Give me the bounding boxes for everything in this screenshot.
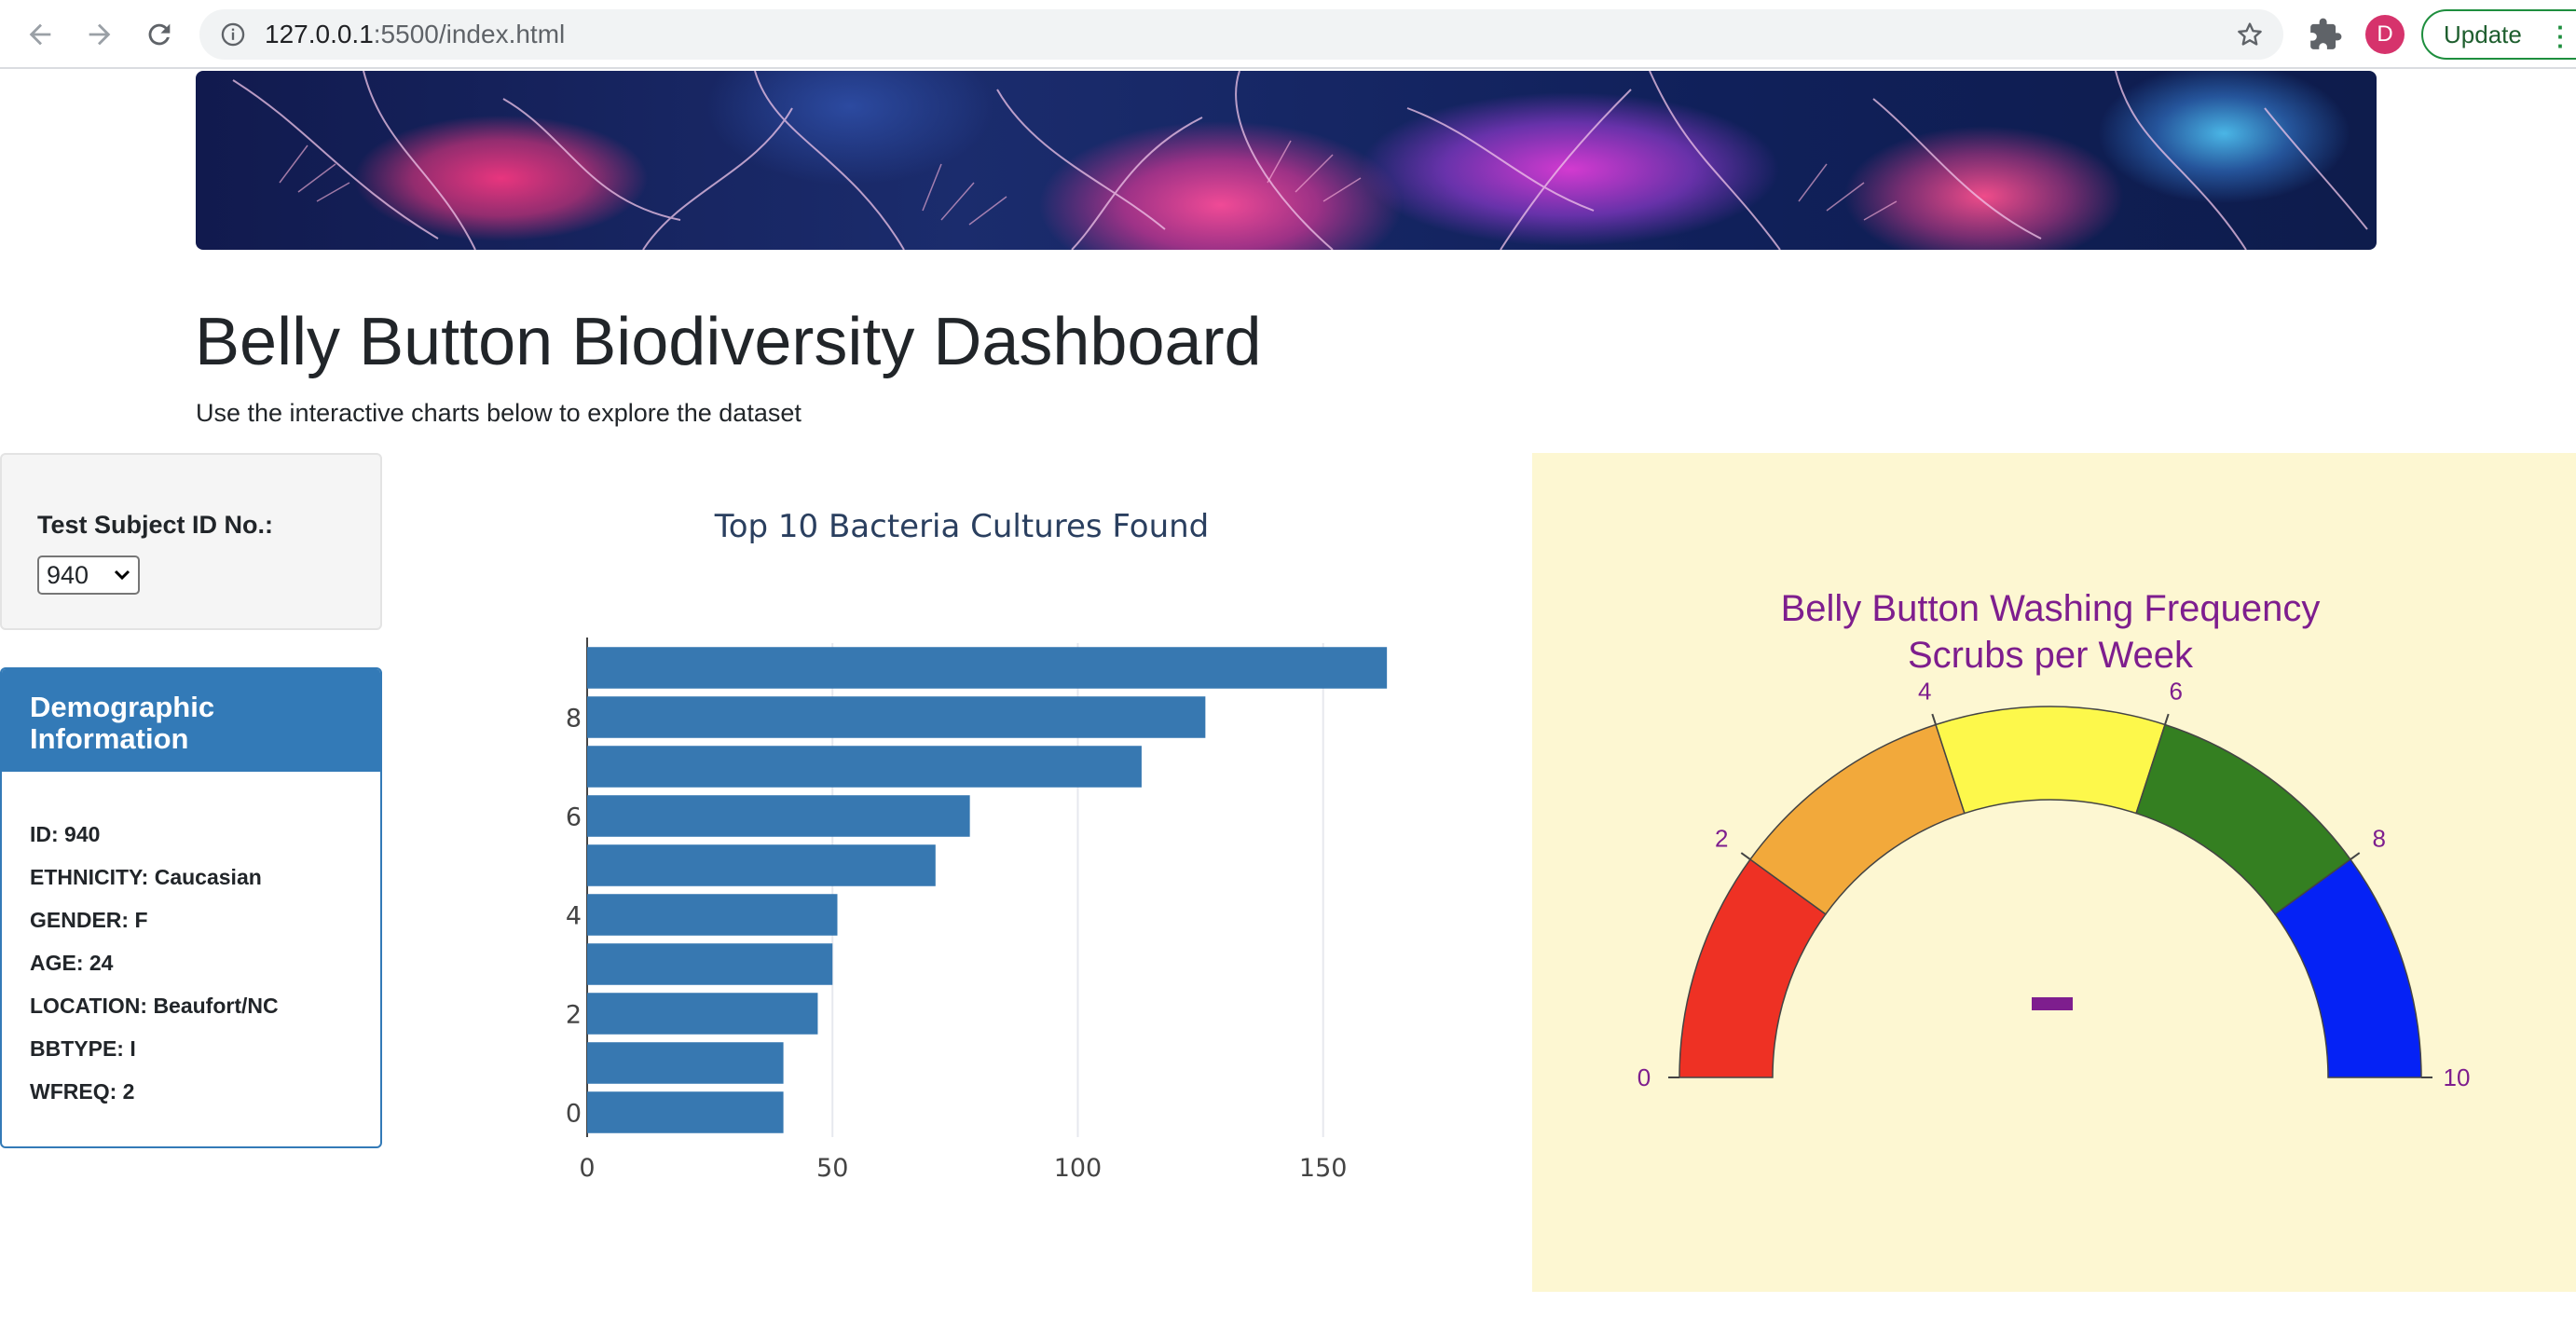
- reload-icon: [148, 23, 171, 46]
- forward-arrow-icon: [89, 23, 111, 46]
- demographic-ethnicity: ETHNICITY: Caucasian: [30, 865, 262, 889]
- update-label: Update: [2444, 20, 2522, 48]
- info-icon[interactable]: [220, 21, 246, 48]
- y-tick-label: 8: [566, 705, 582, 734]
- bar[interactable]: [587, 1091, 784, 1133]
- gauge-tick-label: 4: [1918, 677, 1931, 705]
- gauge-chart-panel[interactable]: Belly Button Washing Frequency Scrubs pe…: [1532, 453, 2576, 1292]
- demographic-heading-line2: Information: [30, 722, 189, 755]
- profile-avatar[interactable]: D: [2365, 15, 2405, 54]
- subject-selector-panel: Test Subject ID No.: 940: [0, 453, 382, 630]
- back-button[interactable]: [19, 13, 62, 56]
- bar-chart[interactable]: Top 10 Bacteria Cultures Found 0 50 100 150…: [382, 453, 1528, 1217]
- address-bar[interactable]: 127.0.0.1:5500/index.html: [199, 9, 2283, 60]
- url-text[interactable]: 127.0.0.1:5500/index.html: [265, 21, 565, 48]
- x-tick-label: 0: [579, 1154, 595, 1183]
- gauge-tick: [1931, 713, 1937, 725]
- gauge-tick-label: 10: [2444, 1063, 2471, 1091]
- gauge-chart[interactable]: Belly Button Washing Frequency Scrubs pe…: [1532, 453, 2576, 1292]
- gauge-tick-label: 8: [2372, 825, 2385, 853]
- demographic-location: LOCATION: Beaufort/NC: [30, 994, 279, 1018]
- gauge-ticks: 0 2 4 6 8 10: [1637, 677, 2471, 1091]
- gauge-tick-label: 0: [1637, 1063, 1651, 1091]
- demographic-info-panel: Demographic Information ID: 940 ETHNICIT…: [0, 667, 382, 1148]
- gauge-title-line2: Scrubs per Week: [1908, 635, 2194, 676]
- gauge-bands: [1679, 706, 2422, 1078]
- x-tick-label: 150: [1299, 1154, 1348, 1183]
- gauge-tick-label: 2: [1715, 825, 1728, 853]
- y-tick-label: 0: [566, 1100, 582, 1129]
- demographic-age: AGE: 24: [30, 951, 114, 975]
- demographic-wfreq: WFREQ: 2: [30, 1079, 135, 1104]
- bar[interactable]: [587, 647, 1388, 689]
- x-tick-label: 50: [816, 1154, 848, 1183]
- bar[interactable]: [587, 993, 818, 1035]
- bookmark-star-icon[interactable]: [2235, 20, 2265, 49]
- gauge-value-indicator: [2032, 997, 2073, 1010]
- gauge-tick-label: 6: [2169, 677, 2182, 705]
- browser-toolbar: 127.0.0.1:5500/index.html D Update · · ·: [0, 0, 2576, 69]
- demographic-panel-heading: Demographic Information: [2, 669, 380, 772]
- demographic-rows: ID: 940 ETHNICITY: Caucasian GENDER: F A…: [2, 772, 380, 1113]
- bar-chart-x-ticks: 0 50 100 150: [579, 1154, 1347, 1183]
- banner-filaments: [232, 71, 2368, 250]
- bacteria-banner-image: [196, 71, 2377, 250]
- y-tick-label: 4: [566, 902, 582, 931]
- gauge-title-line1: Belly Button Washing Frequency: [1781, 588, 2321, 629]
- bar[interactable]: [587, 795, 970, 837]
- url-path: :5500/index.html: [373, 20, 566, 48]
- update-button[interactable]: Update · · ·: [2421, 9, 2576, 60]
- reload-button[interactable]: [138, 13, 181, 56]
- gauge-band[interactable]: [1935, 706, 2166, 815]
- bar[interactable]: [587, 844, 936, 886]
- gauge-tick: [2164, 713, 2170, 725]
- bar[interactable]: [587, 696, 1206, 738]
- bar[interactable]: [587, 1042, 784, 1084]
- bar[interactable]: [587, 746, 1142, 788]
- bar-chart-title: Top 10 Bacteria Cultures Found: [714, 508, 1210, 545]
- bar-chart-bars: [587, 647, 1388, 1133]
- page-subtitle: Use the interactive charts below to expl…: [196, 399, 802, 427]
- chevron-down-icon: [114, 569, 130, 581]
- bar[interactable]: [587, 894, 838, 936]
- gauge-tick: [1740, 852, 1751, 860]
- bar[interactable]: [587, 943, 833, 985]
- demographic-heading-line1: Demographic: [30, 691, 215, 723]
- forward-button[interactable]: [78, 13, 121, 56]
- back-arrow-icon: [29, 23, 51, 46]
- gauge-tick: [2350, 852, 2361, 860]
- url-host: 127.0.0.1: [265, 20, 374, 48]
- bar-chart-y-ticks: 0 2 4 6 8: [566, 705, 582, 1129]
- subject-id-dropdown[interactable]: 940: [37, 555, 140, 595]
- demographic-gender: GENDER: F: [30, 908, 148, 932]
- x-tick-label: 100: [1054, 1154, 1103, 1183]
- page-title: Belly Button Biodiversity Dashboard: [195, 305, 1262, 379]
- subject-id-value: 940: [47, 561, 89, 589]
- demographic-bbtype: BBTYPE: I: [30, 1036, 136, 1061]
- more-menu-icon[interactable]: · · ·: [2556, 13, 2565, 60]
- y-tick-label: 2: [566, 1001, 582, 1030]
- demographic-id: ID: 940: [30, 822, 101, 846]
- extensions-puzzle-icon[interactable]: [2308, 17, 2343, 52]
- subject-id-label: Test Subject ID No.:: [37, 511, 274, 539]
- y-tick-label: 6: [566, 803, 582, 832]
